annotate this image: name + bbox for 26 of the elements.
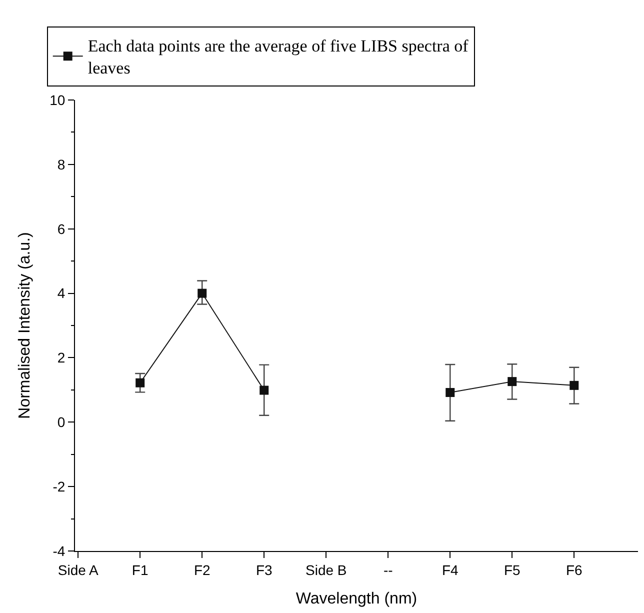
y-tick-label: 4 xyxy=(57,285,66,302)
y-tick-label: 0 xyxy=(57,414,66,430)
point xyxy=(136,378,145,388)
x-tick-label: Side B xyxy=(305,562,347,578)
x-tick-label: F5 xyxy=(504,562,521,578)
x-tick-label: F3 xyxy=(256,562,272,578)
point xyxy=(260,386,269,395)
y-tick-label: -4 xyxy=(52,542,66,559)
y-tick-label: -2 xyxy=(52,478,66,494)
x-axis-title: Wavelength (nm) xyxy=(296,590,418,608)
x-tick-label: -- xyxy=(383,562,394,578)
y-tick-label: 10 xyxy=(50,92,66,108)
y-tick-label: 6 xyxy=(57,220,66,237)
x-tick-label: F2 xyxy=(194,562,210,578)
x-tick-label: F4 xyxy=(442,562,459,578)
point xyxy=(198,288,207,298)
legend-label: Each data points are the average of five LIBS spectra of leaves xyxy=(88,36,469,78)
x-tick-label: Side A xyxy=(58,562,99,578)
x-tick-label: F1 xyxy=(132,562,148,578)
point xyxy=(446,388,455,398)
point xyxy=(570,380,579,390)
x-tick-label: F6 xyxy=(566,562,583,578)
y-axis-title: Normalised Intensity (a.u.) xyxy=(16,232,34,419)
y-tick-label: 8 xyxy=(57,156,66,172)
y-tick-label: 2 xyxy=(57,350,66,366)
point xyxy=(508,377,517,386)
